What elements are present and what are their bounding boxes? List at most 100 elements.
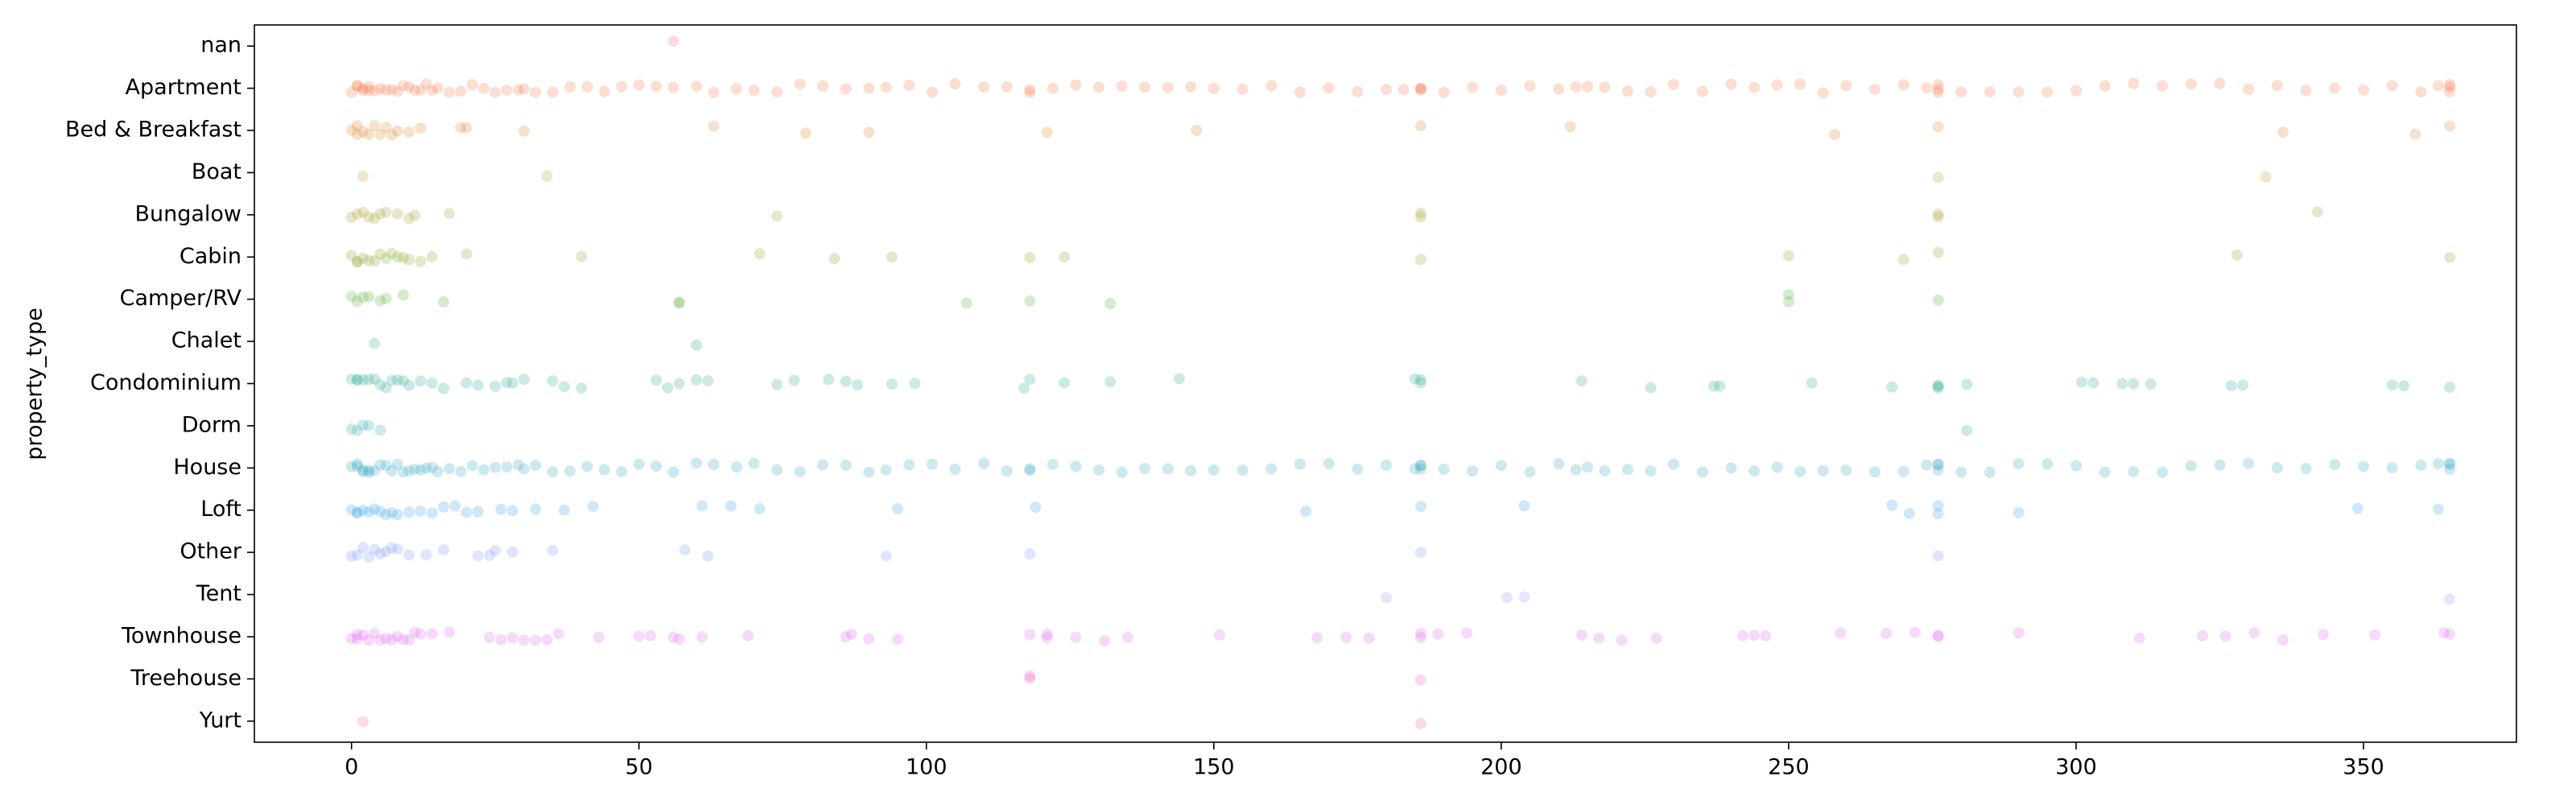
point (374, 378, 386, 390)
point (1414, 120, 1426, 132)
point (1932, 630, 1944, 642)
point (415, 84, 427, 96)
point (2013, 86, 2025, 98)
point (633, 458, 645, 470)
point (2386, 80, 2398, 92)
point (2099, 80, 2111, 92)
point (2197, 630, 2209, 642)
point (1323, 82, 1335, 94)
point (552, 628, 564, 640)
point (1616, 634, 1628, 646)
point (592, 631, 605, 643)
point (1771, 461, 1783, 473)
point (477, 464, 489, 476)
point (415, 505, 427, 517)
point (564, 465, 576, 477)
point (1582, 461, 1594, 473)
point (788, 374, 800, 386)
point (1932, 500, 1944, 512)
point (431, 82, 444, 94)
point (1024, 252, 1036, 264)
point (1352, 85, 1364, 97)
point (2438, 627, 2450, 639)
x-tick-label: 350 (2343, 755, 2384, 780)
point (1840, 80, 1852, 92)
point (1886, 499, 1898, 511)
point (455, 85, 467, 97)
point (386, 129, 398, 141)
point (1070, 460, 1082, 473)
x-tick-label: 100 (906, 755, 947, 780)
point (1886, 381, 1898, 393)
point (708, 120, 720, 132)
point (357, 465, 369, 477)
point (1714, 380, 1726, 392)
point (724, 500, 737, 512)
point (2013, 627, 2025, 639)
point (357, 85, 369, 97)
point (409, 626, 421, 638)
point (771, 210, 783, 222)
point (357, 716, 369, 728)
point (530, 634, 542, 646)
point (1650, 632, 1662, 644)
point (1311, 632, 1323, 644)
point (345, 460, 357, 473)
point (1932, 294, 1944, 306)
point (1771, 79, 1783, 91)
point (351, 374, 363, 386)
point (1070, 631, 1082, 643)
point (501, 84, 513, 96)
point (1668, 78, 1680, 90)
point (2185, 460, 2197, 472)
point (2444, 457, 2456, 469)
point (345, 124, 357, 136)
point (345, 291, 357, 303)
point (1024, 548, 1036, 560)
point (1932, 508, 1944, 520)
point (1099, 635, 1111, 647)
point (2409, 128, 2421, 140)
point (691, 457, 703, 469)
point (489, 380, 502, 392)
point (1059, 377, 1071, 389)
point (1185, 464, 1197, 477)
point (2214, 459, 2226, 471)
point (1414, 460, 1426, 472)
point (1955, 86, 1967, 98)
point (1806, 377, 1818, 389)
point (484, 631, 496, 643)
point (363, 551, 375, 564)
point (397, 251, 409, 263)
point (1414, 377, 1426, 389)
point (598, 464, 610, 476)
point (386, 374, 398, 386)
point (351, 458, 363, 470)
point (863, 126, 875, 138)
point (420, 549, 432, 561)
point (437, 295, 449, 308)
point (391, 208, 403, 220)
point (420, 78, 432, 90)
point (2351, 502, 2363, 514)
point (909, 378, 921, 390)
point (351, 460, 363, 473)
point (397, 634, 409, 646)
point (1932, 121, 1944, 133)
point (691, 339, 703, 351)
point (415, 255, 427, 267)
point (1024, 629, 1036, 641)
point (369, 85, 381, 97)
point (1932, 381, 1944, 393)
point (1438, 463, 1450, 475)
point (1104, 298, 1117, 310)
point (351, 208, 363, 220)
point (1621, 464, 1633, 476)
point (518, 125, 530, 137)
point (1191, 125, 1203, 137)
point (357, 171, 369, 183)
point (2329, 82, 2341, 94)
point (2076, 376, 2088, 388)
point (564, 81, 576, 93)
point (2444, 79, 2456, 91)
